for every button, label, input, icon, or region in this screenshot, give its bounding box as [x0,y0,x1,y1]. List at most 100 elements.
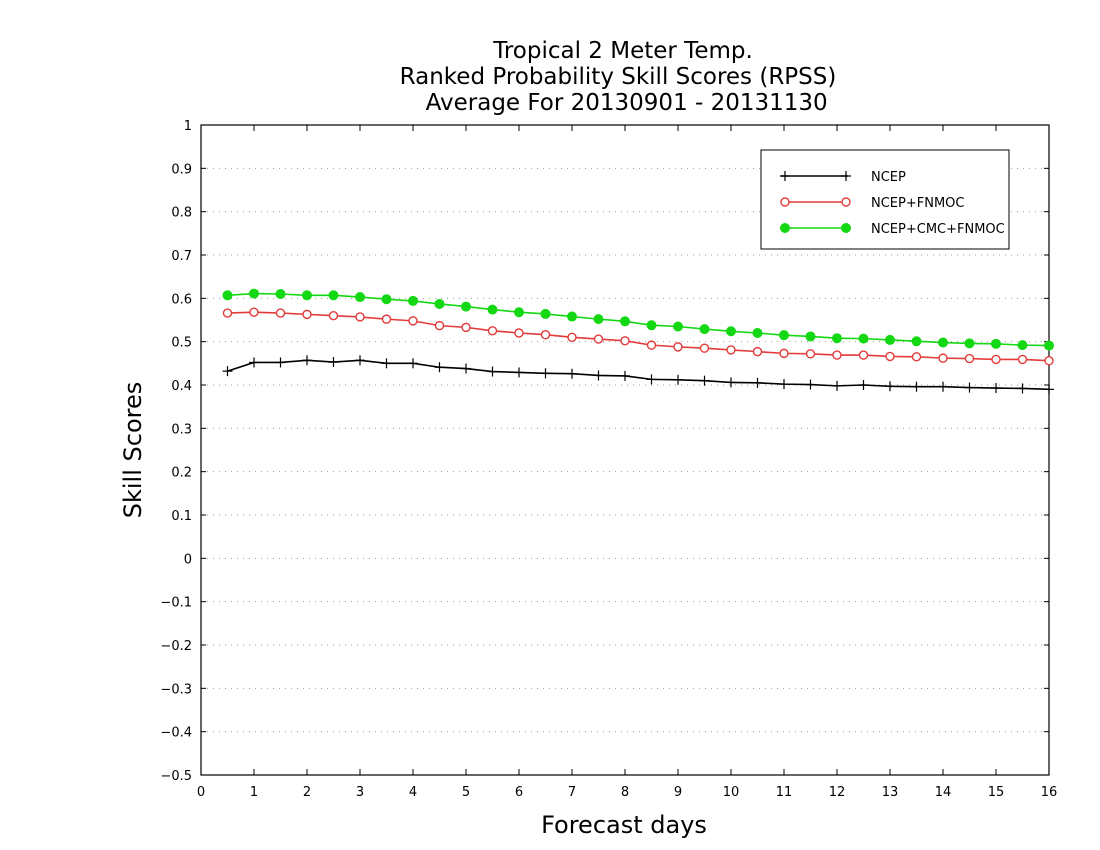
x-tick-label: 13 [882,785,899,800]
x-tick-label: 9 [674,785,682,800]
data-point [673,374,683,385]
y-tick-label: 0.6 [171,292,192,307]
data-point [249,307,259,317]
legend-label: NCEP+CMC+FNMOC [871,222,1005,237]
data-point [726,326,736,337]
data-point [1017,354,1028,365]
data-point [832,333,842,344]
y-tick-label: 0.5 [171,336,192,351]
data-point [726,345,736,355]
data-point [699,324,710,335]
data-point [567,332,577,343]
data-point [434,320,445,331]
data-point [938,353,948,363]
data-point [885,351,895,362]
data-point [885,334,895,345]
data-point [593,370,604,381]
x-tick-label: 15 [988,785,1005,800]
data-point [514,367,524,378]
data-point [593,334,604,344]
data-point [540,330,551,340]
title-line-3: Average For 20130901 - 20131130 [418,90,827,116]
x-tick-label: 14 [935,785,952,800]
series-lines [222,288,1054,395]
axis-ticks: 1 0.9 0.8 0.7 0.6 0.5 0.4 0.3 0.2 0.1 0 −0.1 −0.2 −0.… [160,119,1057,800]
data-point [461,301,471,312]
data-point [593,314,604,325]
data-point [567,311,577,322]
series-line [227,359,1050,391]
data-point [805,379,816,390]
x-tick-label: 0 [197,785,205,800]
title-line-1: Tropical 2 Meter Temp. [492,38,753,64]
data-point [1044,384,1054,395]
data-point [752,346,763,357]
x-tick-label: 16 [1041,785,1058,800]
data-point [328,290,339,301]
data-point [673,342,683,352]
data-point [222,308,233,318]
data-point [275,357,286,368]
legend-label: NCEP [871,170,906,185]
data-point [620,370,630,381]
y-tick-label: 0.3 [171,422,192,437]
data-point [355,292,365,303]
y-axis-label: Skill Scores [119,382,147,519]
data-point [699,343,710,353]
y-tick-label: 0.4 [171,379,192,394]
data-point [858,333,869,344]
data-point [408,316,418,326]
grid-lines [201,167,1049,733]
data-point [461,363,471,374]
series-line [227,292,1050,347]
legend: NCEP NCEP+FNMOC NCEP+CMC+FNMOC [760,149,1010,250]
legend-label: NCEP+FNMOC [871,196,964,211]
data-point [408,295,418,306]
data-point [355,355,365,366]
y-tick-label: −0.3 [160,682,192,697]
y-tick-label: 0.8 [171,206,192,221]
data-point [487,326,498,336]
data-point [275,308,286,318]
data-point [646,340,657,350]
data-point [249,357,259,368]
y-tick-label: 1 [184,119,192,134]
x-tick-label: 12 [829,785,846,800]
data-point [302,355,312,366]
x-tick-label: 2 [303,785,311,800]
data-point [355,312,365,322]
data-point [222,290,233,301]
data-point [991,354,1001,365]
data-point [1044,356,1054,366]
y-tick-label: 0.7 [171,249,192,264]
data-point [699,375,710,386]
data-point [408,358,418,369]
data-point [461,322,471,333]
data-point [752,377,763,388]
title-line-2: Ranked Probability Skill Scores (RPSS) [400,64,837,90]
chart-title: Tropical 2 Meter Temp. Ranked Probabilit… [400,38,837,116]
legend-marker [841,197,851,207]
data-point [540,368,551,379]
data-point [991,338,1001,349]
data-point [911,336,922,347]
data-point [991,383,1001,394]
data-point [1017,383,1028,394]
x-axis-label: Forecast days [541,811,707,839]
legend-marker [841,223,851,233]
data-point [620,336,630,346]
data-point [302,309,312,320]
data-point [514,307,524,318]
data-point [381,358,392,369]
x-tick-label: 3 [356,785,364,800]
x-tick-label: 1 [250,785,258,800]
y-tick-label: −0.2 [160,639,192,654]
data-point [726,377,736,388]
x-tick-label: 5 [462,785,470,800]
y-tick-label: −0.4 [160,726,192,741]
data-point [858,350,869,360]
x-tick-label: 7 [568,785,576,800]
data-point [805,349,816,359]
data-point [646,320,657,331]
data-point [1044,340,1054,351]
